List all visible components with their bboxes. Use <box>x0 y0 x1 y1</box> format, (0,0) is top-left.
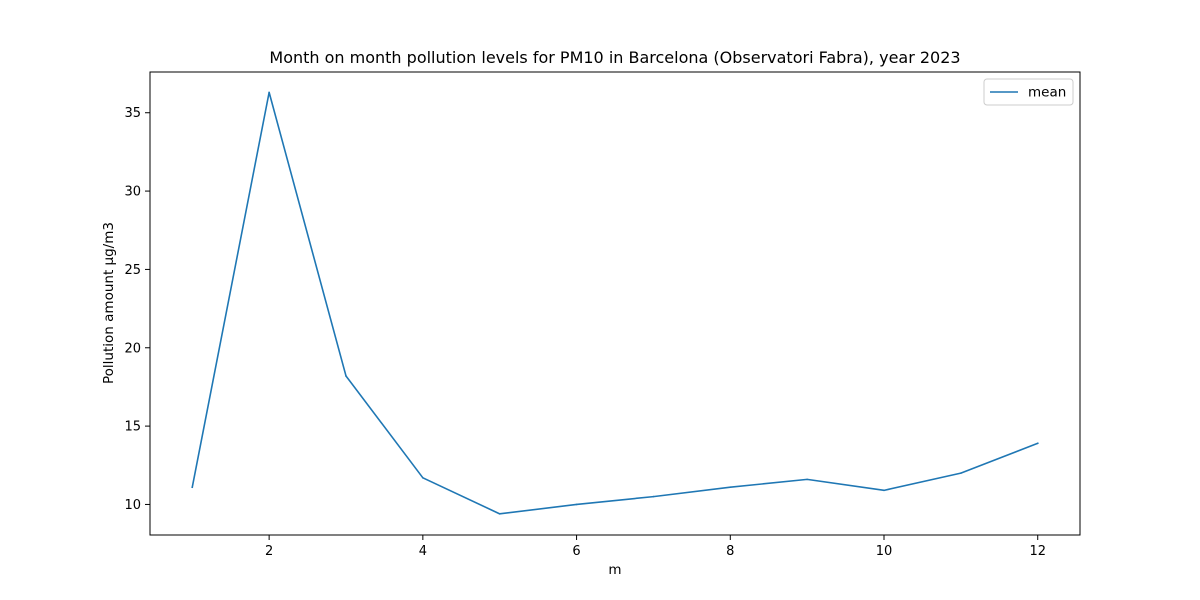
y-tick-label-20: 20 <box>124 341 141 356</box>
x-tick-label-4: 4 <box>419 544 427 559</box>
x-tick-label-12: 12 <box>1029 544 1046 559</box>
data-point-mean-4 <box>422 477 424 479</box>
y-tick-label-35: 35 <box>124 106 141 121</box>
legend: mean <box>983 78 1074 106</box>
data-point-mean-12 <box>1036 442 1039 445</box>
data-point-mean-7 <box>652 495 655 498</box>
data-point-mean-6 <box>575 503 578 506</box>
data-point-mean-1 <box>191 486 194 489</box>
y-axis-ticks: 10 15 20 25 30 35 <box>124 106 150 513</box>
x-tick-label-2: 2 <box>265 544 273 559</box>
x-tick-label-6: 6 <box>572 544 580 559</box>
y-tick-label-15: 15 <box>124 420 141 435</box>
chart-title: Month on month pollution levels for PM10… <box>269 48 960 67</box>
x-tick-label-10: 10 <box>876 544 893 559</box>
plot-frame <box>149 71 1081 536</box>
legend-box <box>983 78 1074 106</box>
data-point-mean-8 <box>729 486 732 489</box>
data-point-mean-11 <box>960 472 962 474</box>
legend-entry-mean: mean <box>1028 85 1066 101</box>
data-point-mean-5 <box>498 513 501 515</box>
data-point-mean-9 <box>806 478 808 481</box>
y-axis-label: Pollution amount µg/m3 <box>101 222 117 384</box>
data-point-mean-10 <box>883 489 885 492</box>
x-axis-ticks: 2 4 6 8 10 12 <box>265 535 1046 559</box>
x-axis-label: m <box>608 562 621 578</box>
series-line-mean <box>191 91 1039 515</box>
data-point-mean-3 <box>345 375 347 377</box>
data-point-mean-2 <box>268 91 270 94</box>
y-tick-label-25: 25 <box>124 263 141 278</box>
y-tick-label-30: 30 <box>124 185 141 200</box>
y-tick-label-10: 10 <box>124 498 141 513</box>
x-tick-label-8: 8 <box>726 544 734 559</box>
plot-area <box>149 71 1081 536</box>
